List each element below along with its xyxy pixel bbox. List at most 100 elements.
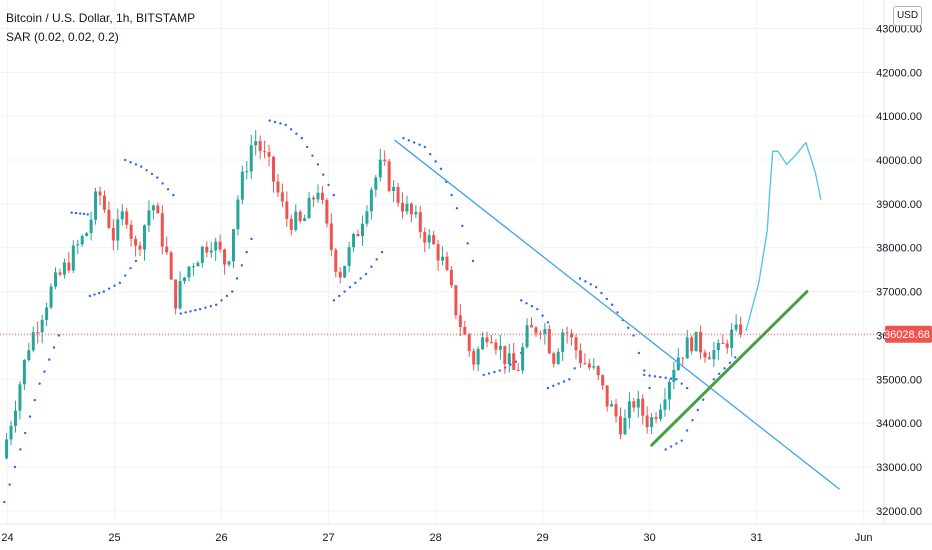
sar-indicator-label[interactable]: SAR (0.02, 0.02, 0.2) bbox=[6, 30, 119, 44]
forecast-path[interactable] bbox=[745, 141, 822, 332]
price-tick-label: 32000.00 bbox=[876, 506, 922, 518]
candle-body bbox=[125, 211, 129, 225]
candle-body bbox=[183, 277, 187, 282]
sar-dot bbox=[268, 119, 271, 122]
sar-dot bbox=[407, 139, 411, 142]
time-axis[interactable]: 24 25 26 27 28 29 30 31 Jun bbox=[1, 532, 872, 544]
candle-body bbox=[320, 192, 324, 200]
candle-body bbox=[574, 337, 578, 351]
sar-dot bbox=[685, 429, 689, 432]
candle-body bbox=[249, 145, 253, 172]
candle-body bbox=[36, 332, 40, 334]
candle-body bbox=[129, 224, 133, 239]
price-tick-label: 35000.00 bbox=[876, 374, 922, 386]
sar-dot bbox=[717, 372, 721, 376]
sar-dot bbox=[664, 448, 667, 451]
candle-body bbox=[489, 342, 493, 344]
sar-dot bbox=[300, 136, 304, 140]
candle-body bbox=[338, 271, 342, 278]
candle-body bbox=[632, 401, 636, 408]
sar-dot bbox=[19, 448, 22, 451]
sar-dot bbox=[589, 283, 592, 286]
symbol-title[interactable]: Bitcoin / U.S. Dollar, 1h, BITSTAMP bbox=[6, 11, 196, 25]
candle-body bbox=[530, 325, 534, 328]
sar-dot bbox=[461, 224, 464, 228]
candle-body bbox=[343, 265, 347, 278]
sar-dot bbox=[161, 182, 164, 185]
sar-dot bbox=[701, 398, 705, 401]
sar-dot bbox=[354, 281, 357, 285]
candle-body bbox=[445, 256, 449, 271]
candle-body bbox=[174, 279, 178, 309]
sar-dot bbox=[675, 442, 678, 445]
time-tick-label: 28 bbox=[429, 532, 441, 544]
candle-body bbox=[449, 270, 453, 286]
candle-body bbox=[672, 369, 676, 382]
sar-dot bbox=[541, 314, 544, 317]
candle-body bbox=[258, 141, 262, 152]
candlesticks bbox=[5, 130, 743, 460]
sar-dot bbox=[194, 309, 197, 312]
candle-body bbox=[191, 266, 195, 268]
sar-dot bbox=[616, 311, 619, 314]
candle-body bbox=[316, 192, 320, 200]
last-price-badge: 36028.68 bbox=[884, 325, 932, 343]
candle-body bbox=[27, 350, 31, 360]
time-tick-label: 26 bbox=[215, 532, 227, 544]
currency-button[interactable]: USD bbox=[893, 6, 922, 26]
candle-body bbox=[236, 199, 240, 230]
candle-body bbox=[98, 191, 102, 196]
sar-dot bbox=[204, 306, 207, 309]
candle-body bbox=[418, 212, 422, 232]
sar-dot bbox=[305, 145, 309, 149]
price-axis[interactable]: 43000.00 42000.00 41000.00 40000.00 39000.00… bbox=[876, 24, 922, 518]
candle-body bbox=[80, 235, 84, 245]
sar-dot bbox=[669, 445, 673, 448]
candle-body bbox=[85, 233, 89, 236]
uptrend-trendline[interactable] bbox=[650, 290, 809, 447]
sar-dot bbox=[691, 419, 694, 422]
candle-body bbox=[690, 337, 694, 352]
candle-body bbox=[360, 223, 364, 237]
candle-body bbox=[409, 203, 413, 215]
candle-body bbox=[583, 363, 587, 365]
sar-dot bbox=[685, 386, 689, 390]
sar-dot bbox=[295, 132, 298, 135]
sar-dot bbox=[214, 303, 218, 306]
candle-body bbox=[681, 357, 685, 359]
sar-dot bbox=[664, 376, 667, 380]
sar-dot bbox=[311, 154, 314, 157]
candle-body bbox=[592, 366, 596, 368]
sar-dot bbox=[102, 290, 106, 293]
candle-body bbox=[156, 205, 160, 214]
sar-dot bbox=[322, 173, 325, 176]
candle-body bbox=[383, 159, 387, 162]
candle-body bbox=[196, 262, 200, 267]
price-tick-label: 33000.00 bbox=[876, 462, 922, 474]
sar-dot bbox=[653, 375, 657, 378]
candle-body bbox=[76, 244, 80, 246]
sar-dot bbox=[429, 153, 432, 156]
candle-body bbox=[134, 238, 138, 246]
sar-dot bbox=[557, 382, 560, 385]
time-tick-label: 31 bbox=[751, 532, 763, 544]
price-tick-label: 37000.00 bbox=[876, 287, 922, 299]
sar-dot bbox=[113, 284, 116, 287]
sar-dot bbox=[610, 303, 614, 306]
sar-indicator bbox=[3, 119, 737, 504]
sar-dot bbox=[696, 408, 699, 412]
downtrend-trendline[interactable] bbox=[394, 139, 840, 490]
candle-body bbox=[614, 404, 618, 417]
candle-body bbox=[387, 161, 391, 191]
candle-body bbox=[481, 337, 485, 350]
sar-dot bbox=[166, 188, 170, 191]
price-tick-label: 43000.00 bbox=[876, 24, 922, 36]
sar-dot bbox=[648, 374, 651, 377]
candle-body bbox=[636, 398, 640, 408]
candle-body bbox=[245, 171, 249, 173]
sar-dot bbox=[680, 382, 683, 385]
drawings[interactable] bbox=[394, 139, 840, 490]
chart-legend: Bitcoin / U.S. Dollar, 1h, BITSTAMP SAR … bbox=[6, 9, 195, 47]
candle-body bbox=[645, 415, 649, 428]
